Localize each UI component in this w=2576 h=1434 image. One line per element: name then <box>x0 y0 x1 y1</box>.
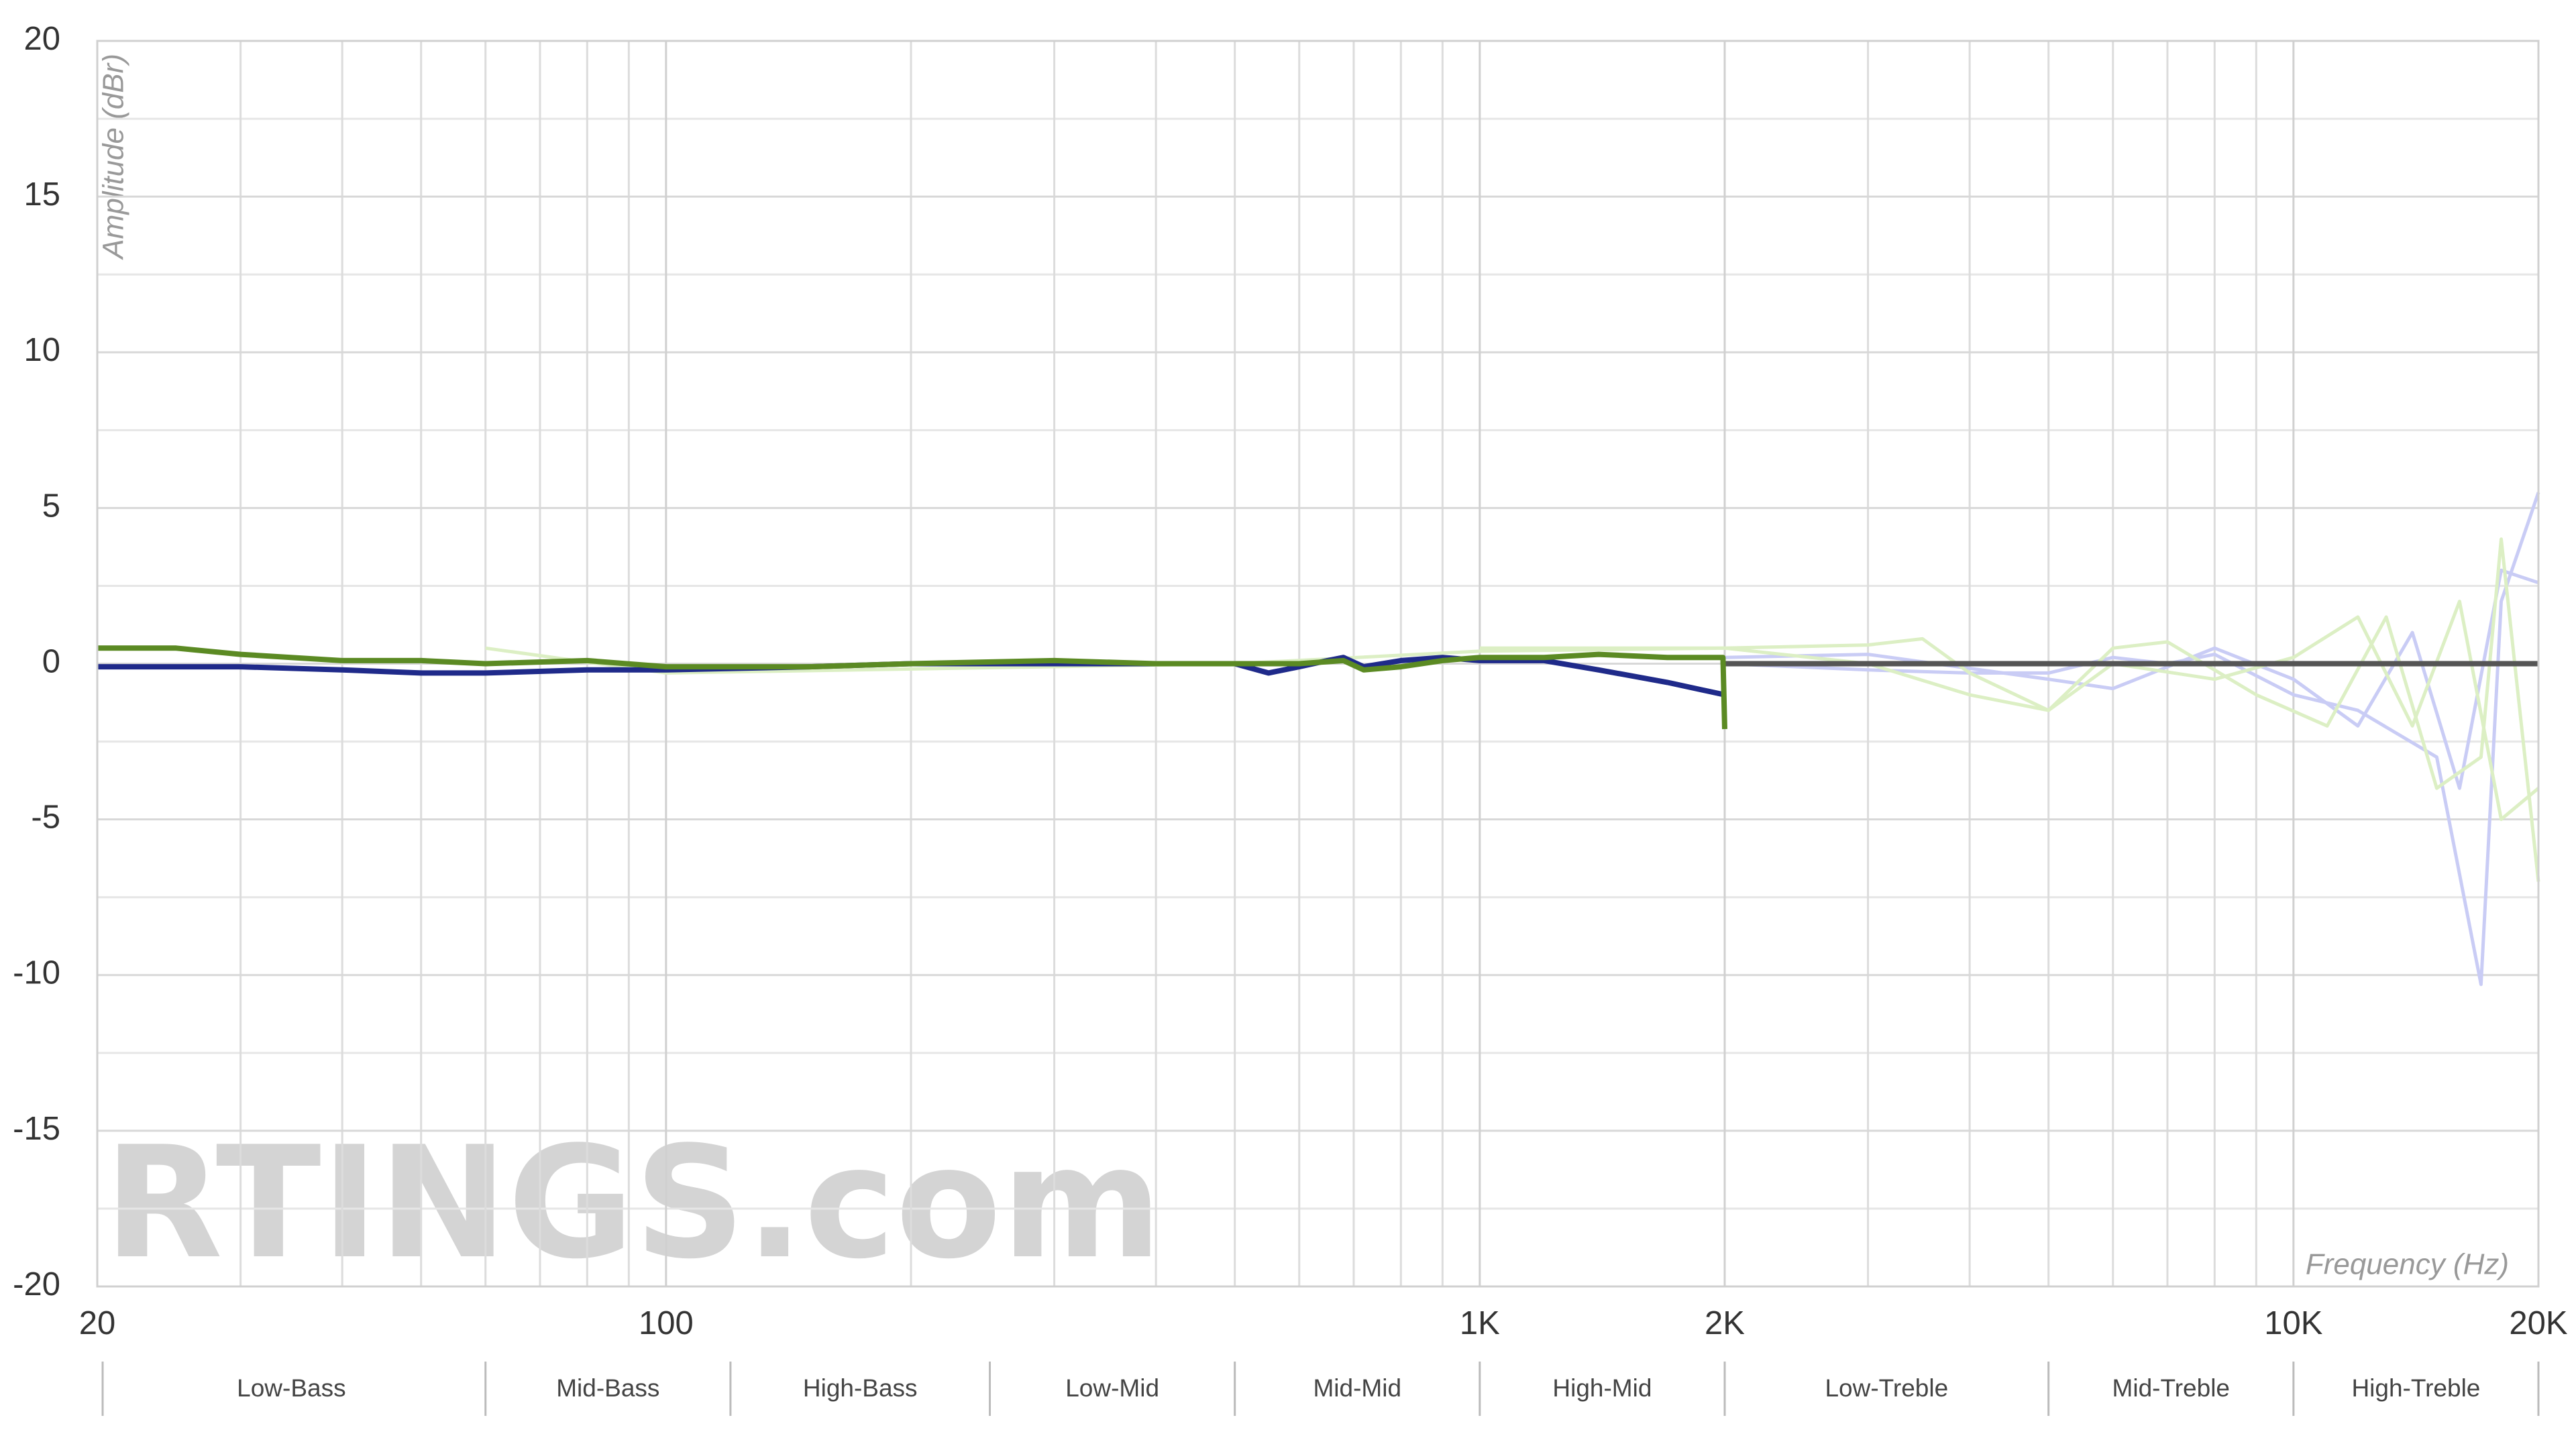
plot-frame <box>96 40 2540 1288</box>
x-tick-label: 100 <box>639 1305 694 1341</box>
y-tick-label: 10 <box>23 332 60 368</box>
series-line <box>485 600 2540 822</box>
series-line <box>1479 537 2540 882</box>
y-tick-label: 0 <box>42 643 60 679</box>
y-tick-label: -5 <box>31 799 60 836</box>
band-label: Low-Treble <box>1825 1374 1948 1402</box>
series-line <box>1724 568 2539 790</box>
y-tick-label: -20 <box>13 1266 60 1303</box>
band-label: Low-Mid <box>1065 1374 1159 1402</box>
series-line <box>1724 492 2540 987</box>
band-label: High-Mid <box>1552 1374 1652 1402</box>
series-line <box>97 645 1727 730</box>
x-tick-label: 1K <box>1460 1305 1500 1341</box>
x-tick-label: 20K <box>2509 1305 2568 1341</box>
band-label: High-Treble <box>2351 1374 2480 1402</box>
x-tick-label: 10K <box>2264 1305 2323 1341</box>
y-tick-label: -10 <box>13 955 60 991</box>
band-label: Mid-Mid <box>1313 1374 1401 1402</box>
y-axis-title: Amplitude (dBr) <box>97 54 130 261</box>
y-tick-label: 5 <box>42 488 60 524</box>
band-label: Mid-Bass <box>556 1374 659 1402</box>
x-axis-title: Frequency (Hz) <box>2306 1248 2509 1281</box>
y-tick-label: 15 <box>23 176 60 213</box>
series-line <box>97 655 1725 698</box>
y-tick-label: 20 <box>23 21 60 57</box>
band-label: High-Bass <box>803 1374 918 1402</box>
watermark: RTINGS.com <box>104 1114 1163 1293</box>
band-label: Low-Bass <box>237 1374 345 1402</box>
x-tick-label: 20 <box>79 1305 116 1341</box>
x-tick-label: 2K <box>1705 1305 1745 1341</box>
band-label: Mid-Treble <box>2112 1374 2230 1402</box>
y-tick-label: -15 <box>13 1111 60 1147</box>
